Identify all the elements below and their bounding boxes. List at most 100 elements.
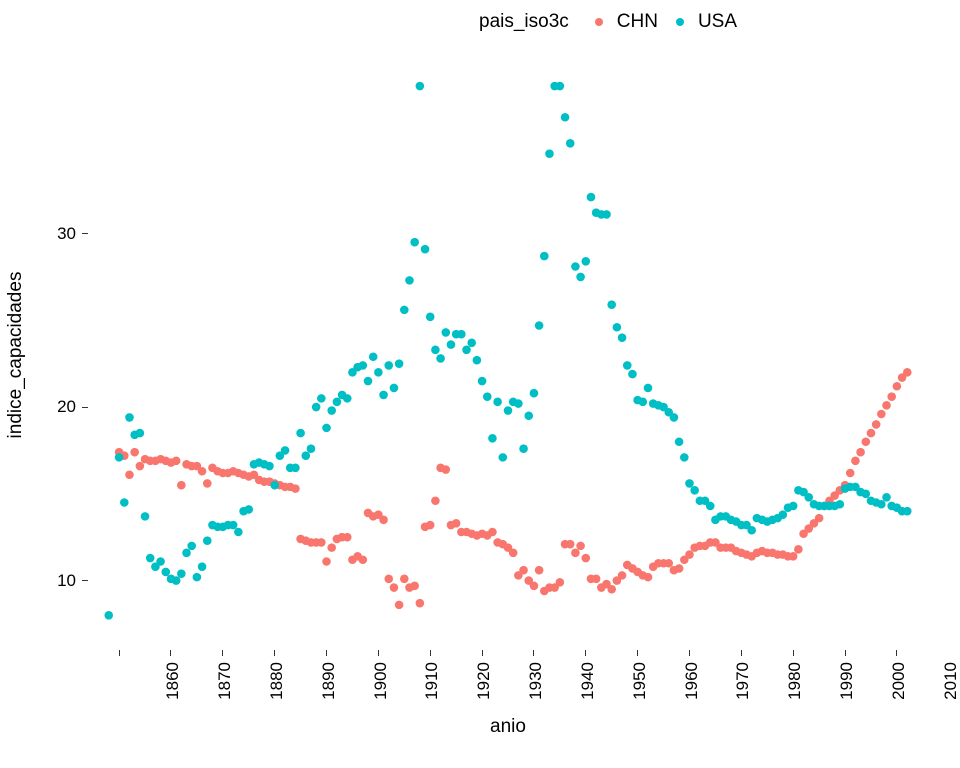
data-point: [301, 451, 310, 460]
data-point: [462, 345, 471, 354]
x-tick: [533, 650, 534, 656]
data-point: [545, 149, 554, 158]
legend: pais_iso3c CHNUSA: [479, 10, 737, 34]
data-point: [639, 398, 648, 407]
data-point: [535, 321, 544, 330]
data-point: [872, 420, 881, 429]
data-point: [281, 446, 290, 455]
data-point: [416, 599, 425, 608]
x-tick-label: 1890: [318, 662, 338, 700]
data-point: [172, 576, 181, 585]
data-point: [265, 462, 274, 471]
x-tick-label: 1900: [370, 662, 390, 700]
data-point: [130, 448, 139, 457]
data-point: [607, 300, 616, 309]
data-point: [244, 505, 253, 514]
data-point: [410, 238, 419, 247]
data-point: [675, 437, 684, 446]
data-point: [120, 498, 129, 507]
y-tick-label: 20: [42, 397, 76, 417]
legend-item: USA: [668, 10, 737, 34]
data-point: [613, 323, 622, 332]
data-point: [390, 583, 399, 592]
data-point: [333, 398, 342, 407]
data-point: [146, 554, 155, 563]
x-tick: [741, 650, 742, 656]
legend-label: USA: [698, 11, 737, 33]
x-tick: [845, 650, 846, 656]
x-axis-label: anio: [88, 716, 928, 738]
data-point: [291, 463, 300, 472]
x-tick-label: 1940: [578, 662, 598, 700]
data-point: [203, 536, 212, 545]
x-tick-label: 1930: [526, 662, 546, 700]
data-point: [172, 457, 181, 466]
data-point: [400, 306, 409, 315]
y-tick-label: 10: [42, 571, 76, 591]
x-tick-label: 1870: [215, 662, 235, 700]
legend-swatch: [587, 10, 611, 34]
data-point: [177, 569, 186, 578]
data-point: [747, 526, 756, 535]
data-point: [447, 340, 456, 349]
data-point: [851, 457, 860, 466]
data-point: [587, 193, 596, 202]
data-point: [519, 566, 528, 575]
legend-dot-icon: [676, 18, 684, 26]
x-tick-label: 1950: [630, 662, 650, 700]
data-point: [161, 568, 170, 577]
data-point: [576, 273, 585, 282]
data-point: [524, 411, 533, 420]
data-point: [198, 562, 207, 571]
x-tick-label: 1910: [422, 662, 442, 700]
data-point: [561, 113, 570, 122]
data-point: [861, 437, 870, 446]
data-point: [903, 507, 912, 516]
data-point: [322, 424, 331, 433]
data-point: [317, 394, 326, 403]
data-point: [405, 276, 414, 285]
x-tick: [689, 650, 690, 656]
data-point: [379, 391, 388, 400]
x-tick: [793, 650, 794, 656]
data-point: [426, 313, 435, 322]
x-tick-label: 1920: [474, 662, 494, 700]
data-point: [535, 566, 544, 575]
x-tick-label: 1960: [681, 662, 701, 700]
y-tick: [82, 580, 88, 581]
data-point: [364, 377, 373, 386]
data-point: [530, 389, 539, 398]
data-point: [312, 403, 321, 412]
data-point: [104, 611, 113, 620]
data-point: [343, 533, 352, 542]
plot-area: [88, 60, 928, 650]
data-point: [369, 352, 378, 361]
x-tick: [430, 650, 431, 656]
data-point: [602, 210, 611, 219]
data-point: [478, 377, 487, 386]
data-point: [390, 384, 399, 393]
data-point: [327, 406, 336, 415]
data-point: [861, 490, 870, 499]
data-point: [566, 540, 575, 549]
y-axis-label: indice_capacidades: [5, 272, 27, 439]
data-point: [556, 578, 565, 587]
data-point: [618, 333, 627, 342]
legend-dot-icon: [595, 18, 603, 26]
x-tick: [378, 650, 379, 656]
data-point: [431, 496, 440, 505]
data-point: [877, 410, 886, 419]
data-point: [566, 139, 575, 148]
data-point: [628, 370, 637, 379]
data-point: [882, 493, 891, 502]
data-point: [789, 502, 798, 511]
x-tick: [482, 650, 483, 656]
data-point: [141, 512, 150, 521]
data-point: [177, 481, 186, 490]
data-point: [436, 354, 445, 363]
x-tick-label: 1880: [267, 662, 287, 700]
data-point: [581, 257, 590, 266]
data-point: [136, 462, 145, 471]
scatter-plot: [88, 60, 928, 650]
data-point: [856, 448, 865, 457]
